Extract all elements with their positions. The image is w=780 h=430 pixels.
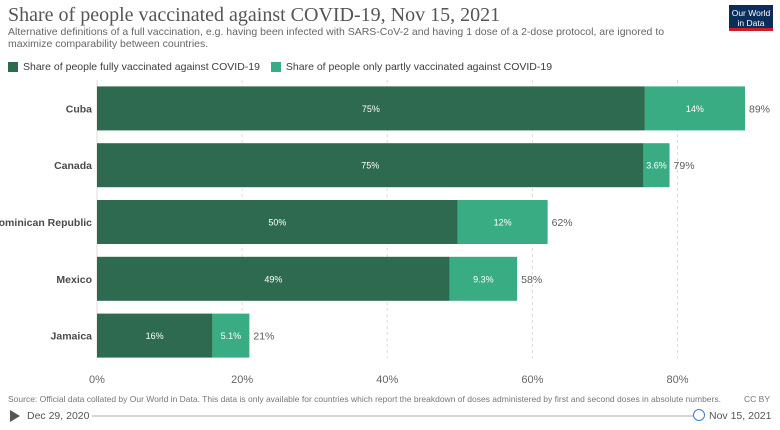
x-tick-label: 0% [89,374,105,386]
legend-swatch-partial [270,62,281,72]
x-tick-label: 20% [231,374,253,386]
bar-value-label: 75% [362,104,380,114]
logo-line-1: Our World [731,8,771,18]
bar-fully-vaccinated [97,143,644,188]
timeline-handle[interactable] [693,409,705,421]
x-tick-label: 60% [521,374,543,386]
bar-partly-vaccinated [212,313,250,358]
bar-partly-vaccinated [643,143,670,188]
chart-subtitle: Alternative definitions of a full vaccin… [8,26,665,50]
bar-value-label: 12% [494,218,512,228]
timeline-track[interactable] [92,415,699,417]
bar-value-label: 5.1% [221,331,242,341]
timeline-end-date: Nov 15, 2021 [709,410,772,422]
bar-partly-vaccinated [449,256,518,301]
category-label: Canada [54,160,92,172]
timeline-slider[interactable]: Dec 29, 2020 Nov 15, 2021 [0,405,780,427]
bar-value-label: 49% [264,274,282,284]
bar-value-label: 75% [361,161,379,171]
x-tick-label: 40% [376,374,398,386]
bar-fully-vaccinated [97,256,450,301]
bar-total-label: 89% [749,103,770,115]
license-label[interactable]: CC BY [744,394,770,404]
logo-line-2: in Data [737,18,765,28]
bar-partly-vaccinated [457,200,548,244]
source-note: Source: Official data collated by Our Wo… [8,394,721,404]
legend-swatch-full [8,62,18,72]
bar-fully-vaccinated [97,313,213,358]
owid-logo[interactable]: Our World in Data [729,5,773,31]
legend-label-partial: Share of people only partly vaccinated a… [285,61,553,73]
category-label: Jamaica [51,331,93,343]
category-label: Cuba [66,103,92,115]
legend-item-partial[interactable]: Share of people only partly vaccinated a… [270,61,553,73]
bar-total-label: 21% [253,331,274,343]
category-label: Mexico [56,274,92,286]
chart-legend: Share of people fully vaccinated against… [8,61,560,75]
bar-fully-vaccinated [97,86,645,131]
bar-partly-vaccinated [644,86,745,131]
stacked-bar-chart: 0% 20% 40% 60% 80% Cuba 75% 14% 89% Canada 75% 3.6%… [0,80,770,386]
legend-label-full: Share of people fully vaccinated against… [23,61,260,73]
bar-total-label: 58% [521,274,542,286]
bar-value-label: 14% [686,104,704,114]
category-label: Dominican Republic [0,217,92,229]
bar-value-label: 9.3% [473,274,494,284]
bar-value-label: 50% [268,218,286,228]
play-icon[interactable] [10,410,20,422]
x-tick-label: 80% [666,374,688,386]
chart-title: Share of people vaccinated against COVID… [8,4,501,26]
bar-value-label: 3.6% [646,161,667,171]
bar-fully-vaccinated [97,200,458,244]
legend-item-full[interactable]: Share of people fully vaccinated against… [8,61,260,73]
bar-value-label: 16% [146,331,164,341]
bar-total-label: 62% [552,217,573,229]
timeline-start-date: Dec 29, 2020 [27,410,90,422]
bar-total-label: 79% [674,160,695,172]
